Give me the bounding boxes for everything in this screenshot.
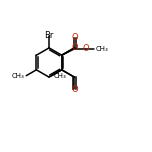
Text: CH₃: CH₃ xyxy=(53,73,66,79)
Text: CH₃: CH₃ xyxy=(96,46,108,52)
Text: O: O xyxy=(71,43,78,52)
Text: O: O xyxy=(71,85,78,94)
Text: O: O xyxy=(82,44,89,53)
Text: CH₃: CH₃ xyxy=(12,73,25,79)
Text: O: O xyxy=(71,33,78,42)
Text: Br: Br xyxy=(44,31,54,40)
